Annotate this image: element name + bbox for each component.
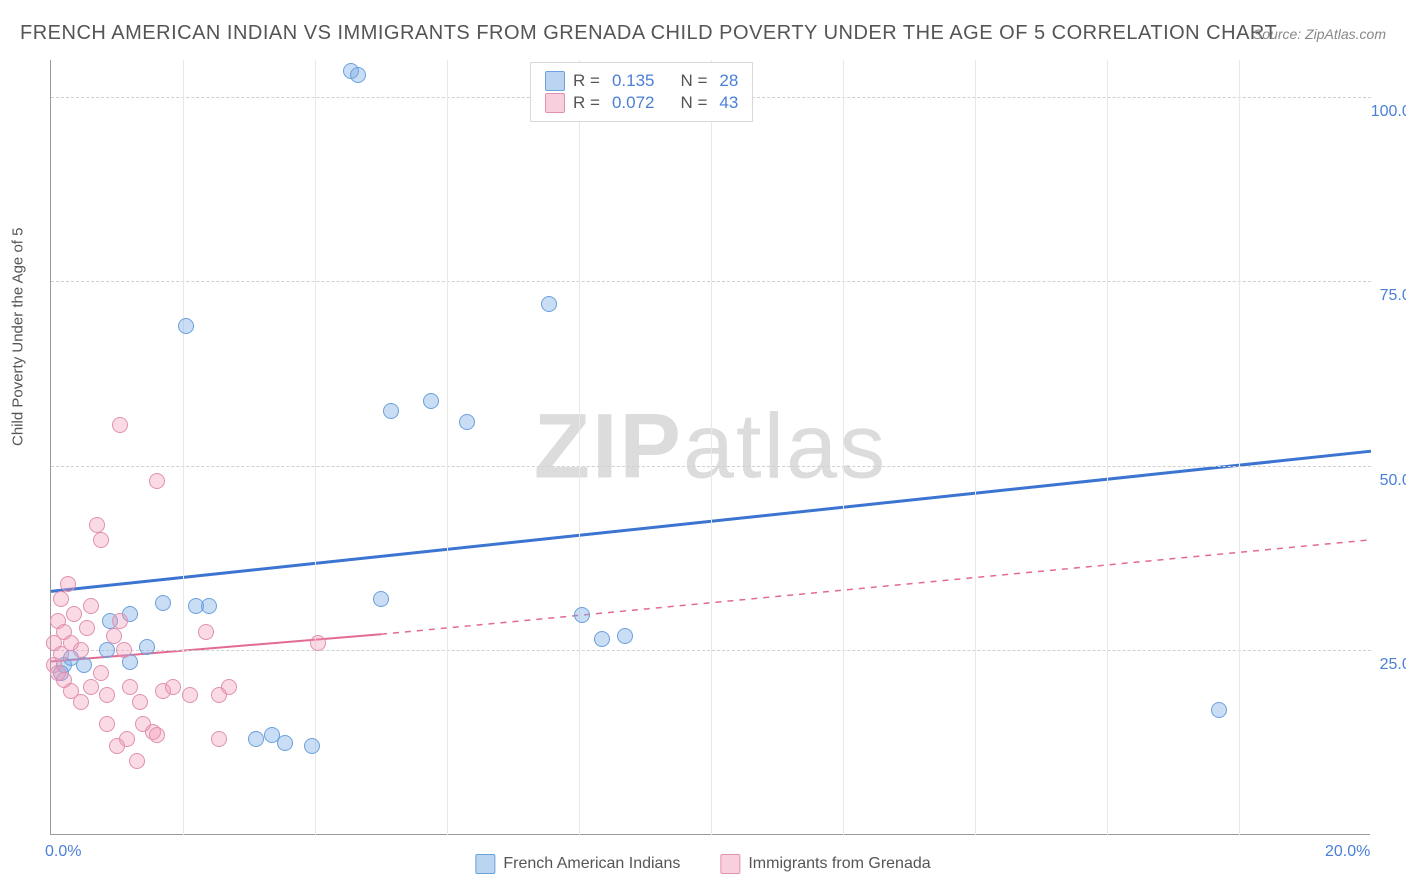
data-point-pink xyxy=(93,665,109,681)
data-point-blue xyxy=(178,318,194,334)
legend-label-pink: Immigrants from Grenada xyxy=(748,855,930,873)
gridline-v xyxy=(183,60,184,835)
y-tick-label: 100.0% xyxy=(1371,103,1406,121)
n-label: N = xyxy=(680,93,707,113)
stats-row-blue: R = 0.135 N = 28 xyxy=(545,71,738,91)
data-point-pink xyxy=(79,620,95,636)
data-point-pink xyxy=(310,635,326,651)
data-point-blue xyxy=(188,598,204,614)
gridline-v xyxy=(975,60,976,835)
n-value-pink: 43 xyxy=(719,93,738,113)
data-point-blue xyxy=(574,607,590,623)
data-point-pink xyxy=(106,628,122,644)
stats-legend: R = 0.135 N = 28 R = 0.072 N = 43 xyxy=(530,62,753,122)
data-point-pink xyxy=(116,642,132,658)
r-label: R = xyxy=(573,93,600,113)
data-point-pink xyxy=(99,687,115,703)
r-value-blue: 0.135 xyxy=(612,71,655,91)
data-point-pink xyxy=(149,727,165,743)
legend-item-pink: Immigrants from Grenada xyxy=(720,854,930,874)
gridline-v xyxy=(447,60,448,835)
data-point-blue xyxy=(373,591,389,607)
source-label: Source: ZipAtlas.com xyxy=(1253,26,1386,42)
data-point-pink xyxy=(73,642,89,658)
trend-line-pink-dashed xyxy=(381,540,1371,634)
data-point-pink xyxy=(149,473,165,489)
n-value-blue: 28 xyxy=(719,71,738,91)
stats-row-pink: R = 0.072 N = 43 xyxy=(545,93,738,113)
data-point-blue xyxy=(459,414,475,430)
data-point-blue xyxy=(383,403,399,419)
data-point-blue xyxy=(423,393,439,409)
data-point-blue xyxy=(155,595,171,611)
data-point-pink xyxy=(89,517,105,533)
plot-area: ZIPatlas 25.0%50.0%75.0%100.0% xyxy=(50,60,1370,835)
y-tick-label: 25.0% xyxy=(1380,656,1406,674)
data-point-pink xyxy=(182,687,198,703)
x-tick-label: 20.0% xyxy=(1325,843,1370,861)
data-point-pink xyxy=(83,679,99,695)
y-tick-label: 75.0% xyxy=(1380,287,1406,305)
data-point-blue xyxy=(617,628,633,644)
data-point-pink xyxy=(109,738,125,754)
y-tick-label: 50.0% xyxy=(1380,472,1406,490)
swatch-blue-icon xyxy=(545,71,565,91)
gridline-v xyxy=(315,60,316,835)
gridline-v xyxy=(711,60,712,835)
data-point-blue xyxy=(99,642,115,658)
y-axis-title: Child Poverty Under the Age of 5 xyxy=(10,228,27,446)
data-point-pink xyxy=(129,753,145,769)
data-point-pink xyxy=(83,598,99,614)
data-point-pink xyxy=(73,694,89,710)
data-point-blue xyxy=(248,731,264,747)
data-point-pink xyxy=(112,417,128,433)
swatch-pink-icon xyxy=(545,93,565,113)
data-point-pink xyxy=(221,679,237,695)
data-point-pink xyxy=(60,576,76,592)
data-point-pink xyxy=(99,716,115,732)
data-point-pink xyxy=(211,731,227,747)
data-point-blue xyxy=(264,727,280,743)
r-label: R = xyxy=(573,71,600,91)
gridline-v xyxy=(843,60,844,835)
data-point-pink xyxy=(165,679,181,695)
legend-label-blue: French American Indians xyxy=(503,855,680,873)
swatch-pink-icon xyxy=(720,854,740,874)
data-point-blue xyxy=(541,296,557,312)
data-point-pink xyxy=(46,635,62,651)
data-point-pink xyxy=(122,679,138,695)
data-point-blue xyxy=(350,67,366,83)
gridline-v xyxy=(1107,60,1108,835)
gridline-v xyxy=(579,60,580,835)
chart-title: FRENCH AMERICAN INDIAN VS IMMIGRANTS FRO… xyxy=(20,22,1277,45)
n-label: N = xyxy=(680,71,707,91)
gridline-v xyxy=(1239,60,1240,835)
data-point-pink xyxy=(132,694,148,710)
data-point-pink xyxy=(93,532,109,548)
data-point-blue xyxy=(304,738,320,754)
swatch-blue-icon xyxy=(475,854,495,874)
data-point-pink xyxy=(112,613,128,629)
series-legend: French American Indians Immigrants from … xyxy=(475,854,930,874)
data-point-pink xyxy=(198,624,214,640)
r-value-pink: 0.072 xyxy=(612,93,655,113)
legend-item-blue: French American Indians xyxy=(475,854,680,874)
data-point-pink xyxy=(66,606,82,622)
data-point-blue xyxy=(1211,702,1227,718)
data-point-blue xyxy=(594,631,610,647)
data-point-blue xyxy=(139,639,155,655)
x-tick-label: 0.0% xyxy=(45,843,81,861)
data-point-pink xyxy=(53,591,69,607)
